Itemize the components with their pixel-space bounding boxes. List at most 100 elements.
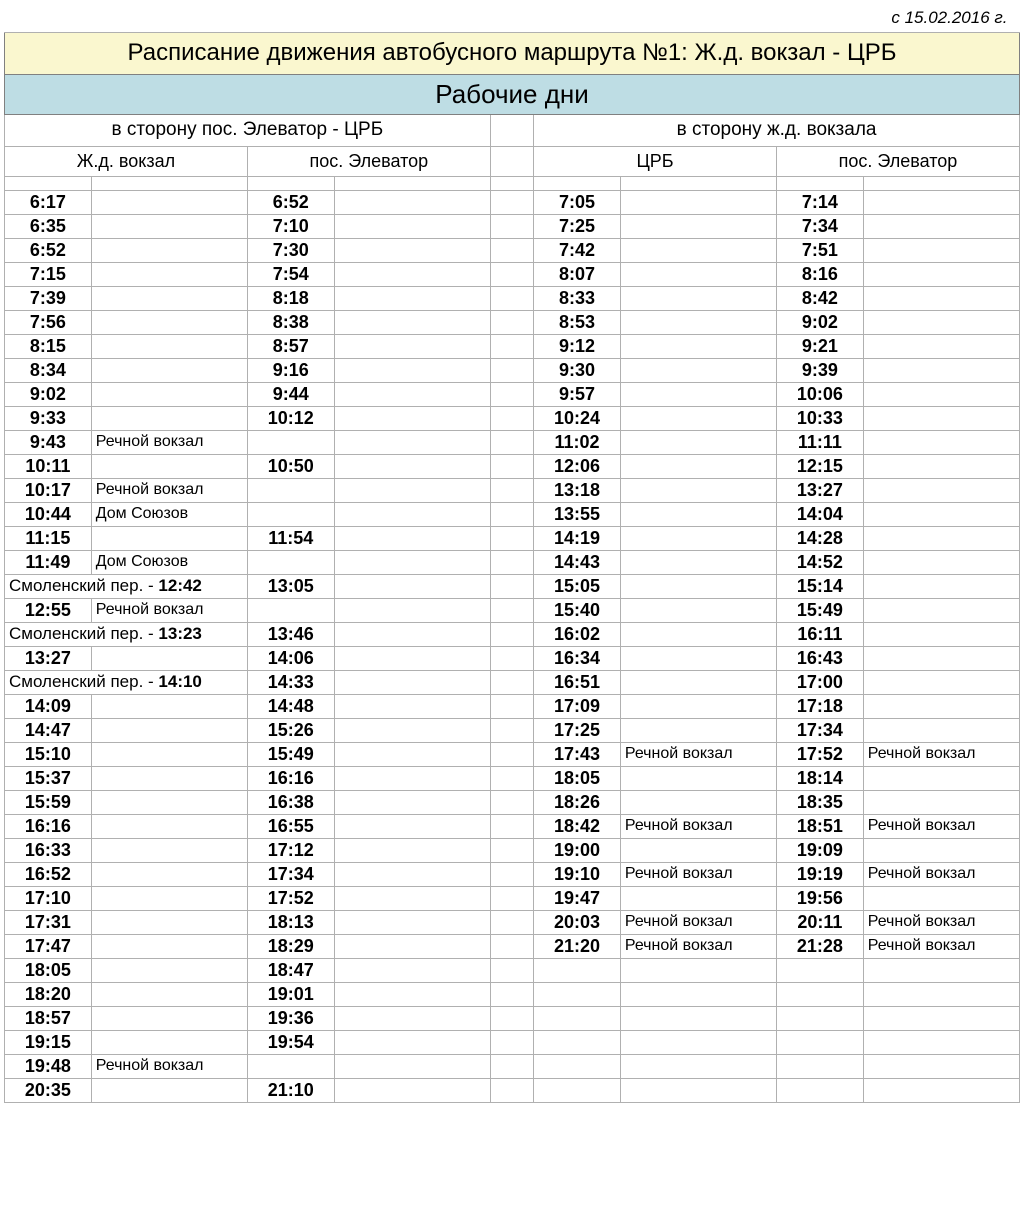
note-cell: [91, 766, 247, 790]
note-cell: [863, 670, 1019, 694]
note-cell: [863, 622, 1019, 646]
note-cell: [620, 358, 776, 382]
table-row: 10:1110:5012:0612:15: [5, 454, 1020, 478]
time-cell: 6:17: [5, 190, 92, 214]
note-cell: [334, 790, 490, 814]
time-cell: 7:56: [5, 310, 92, 334]
time-cell: 15:14: [776, 574, 863, 598]
note-cell: [91, 310, 247, 334]
gap-cell: [490, 406, 533, 430]
note-cell: [334, 1030, 490, 1054]
gap-cell: [490, 910, 533, 934]
note-cell: Речной вокзал: [863, 814, 1019, 838]
time-cell: 18:05: [534, 766, 621, 790]
time-cell: 16:51: [534, 670, 621, 694]
time-cell: 11:49: [5, 550, 92, 574]
time-cell: 9:57: [534, 382, 621, 406]
note-cell: [620, 550, 776, 574]
time-cell: 14:09: [5, 694, 92, 718]
note-cell: Речной вокзал: [863, 934, 1019, 958]
gap-cell: [490, 790, 533, 814]
time-cell: 14:47: [5, 718, 92, 742]
gap-cell: [490, 526, 533, 550]
note-cell: [334, 766, 490, 790]
time-cell: 16:43: [776, 646, 863, 670]
note-cell: [863, 646, 1019, 670]
time-cell: 14:06: [247, 646, 334, 670]
note-cell: Речной вокзал: [91, 598, 247, 622]
time-cell: 15:05: [534, 574, 621, 598]
note-cell: [863, 1030, 1019, 1054]
time-cell: 10:33: [776, 406, 863, 430]
note-cell: [91, 718, 247, 742]
table-row: 12:55Речной вокзал15:4015:49: [5, 598, 1020, 622]
time-cell: [534, 1078, 621, 1102]
time-cell: 10:06: [776, 382, 863, 406]
gap-cell: [490, 598, 533, 622]
note-cell: [334, 958, 490, 982]
note-cell: [620, 646, 776, 670]
table-row: 17:4718:2921:20Речной вокзал21:28Речной …: [5, 934, 1020, 958]
note-cell: [91, 526, 247, 550]
note-cell: [620, 790, 776, 814]
time-cell: 11:02: [534, 430, 621, 454]
table-row: 9:3310:1210:2410:33: [5, 406, 1020, 430]
table-row: 16:3317:1219:0019:09: [5, 838, 1020, 862]
special-time: 12:42: [158, 576, 201, 595]
time-cell: 17:43: [534, 742, 621, 766]
note-cell: [334, 454, 490, 478]
gap-cell: [490, 430, 533, 454]
time-cell: 8:16: [776, 262, 863, 286]
time-cell: 19:00: [534, 838, 621, 862]
note-cell: [334, 862, 490, 886]
note-cell: [863, 694, 1019, 718]
time-cell: 15:40: [534, 598, 621, 622]
note-cell: [620, 334, 776, 358]
time-cell: 7:10: [247, 214, 334, 238]
time-cell: 9:44: [247, 382, 334, 406]
time-cell: 7:42: [534, 238, 621, 262]
note-cell: [334, 910, 490, 934]
note-cell: [863, 1006, 1019, 1030]
time-cell: 7:51: [776, 238, 863, 262]
special-label: Смоленский пер. -: [9, 624, 158, 643]
time-cell: 21:28: [776, 934, 863, 958]
gap-cell: [490, 934, 533, 958]
note-cell: [620, 1030, 776, 1054]
effective-date-row: с 15.02.2016 г.: [5, 4, 1020, 32]
gap-cell: [490, 958, 533, 982]
time-cell: 13:18: [534, 478, 621, 502]
gap-cell: [490, 766, 533, 790]
time-cell: 17:10: [5, 886, 92, 910]
time-cell: 15:26: [247, 718, 334, 742]
note-cell: [334, 286, 490, 310]
note-cell: [620, 1078, 776, 1102]
table-row: 7:398:188:338:42: [5, 286, 1020, 310]
table-row: 16:5217:3419:10Речной вокзал19:19Речной …: [5, 862, 1020, 886]
time-cell: 11:54: [247, 526, 334, 550]
table-row: 10:17Речной вокзал13:1813:27: [5, 478, 1020, 502]
time-cell: 8:53: [534, 310, 621, 334]
note-cell: [863, 718, 1019, 742]
time-cell: 17:47: [5, 934, 92, 958]
note-cell: Речной вокзал: [620, 742, 776, 766]
note-cell: [334, 310, 490, 334]
time-cell: 19:01: [247, 982, 334, 1006]
note-cell: [91, 406, 247, 430]
time-cell: 8:34: [5, 358, 92, 382]
gap-cell: [490, 1054, 533, 1078]
time-cell: [534, 958, 621, 982]
gap-cell: [490, 814, 533, 838]
note-cell: [863, 550, 1019, 574]
note-cell: Речной вокзал: [863, 742, 1019, 766]
stop-header-r2: пос. Элеватор: [776, 146, 1019, 176]
note-cell: [620, 694, 776, 718]
note-cell: [334, 526, 490, 550]
gap-cell: [490, 238, 533, 262]
special-departure: Смоленский пер. - 13:23: [5, 622, 248, 646]
time-cell: 10:11: [5, 454, 92, 478]
note-cell: [863, 502, 1019, 526]
table-row: 13:2714:0616:3416:43: [5, 646, 1020, 670]
time-cell: 16:16: [5, 814, 92, 838]
special-label: Смоленский пер. -: [9, 672, 158, 691]
